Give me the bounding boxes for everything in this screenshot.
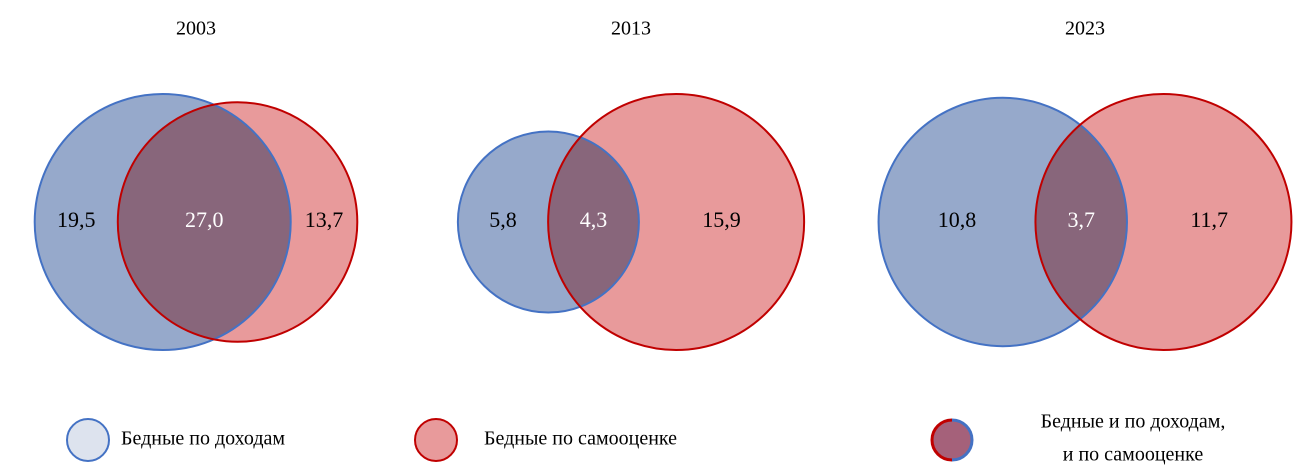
set-outline [1034,93,1293,351]
value-label: 3,7 [1067,207,1095,232]
legend-label: Бедные по самооценке [484,428,677,450]
value-label: 13,7 [305,207,344,232]
set-outline [33,93,292,351]
chart-title: 2023 [1065,18,1105,40]
legend-swatch [414,418,458,462]
value-label: 27,0 [185,207,224,232]
set-circle [117,102,358,342]
set-outline [456,130,640,314]
chart-title: 2003 [176,18,216,40]
value-label: 10,8 [938,207,977,232]
venn [34,94,358,350]
legend-swatch-edge [951,418,974,462]
value-label: 4,3 [580,207,608,232]
legend-label: Бедные по доходам [121,428,285,450]
set-outline [877,96,1128,348]
chart-title: 2013 [611,18,651,40]
venn [878,94,1292,350]
set-outline [116,101,359,343]
legend-label: и по самооценке [1063,444,1204,466]
set-circle [1035,94,1292,350]
value-label: 11,7 [1190,207,1228,232]
legend-swatch [932,420,972,460]
legend-label: Бедные и по доходам, [1041,411,1226,433]
value-label: 19,5 [57,207,96,232]
value-label: 15,9 [702,207,741,232]
legend-swatch-edge [930,418,953,462]
legend-swatch [66,418,110,462]
value-label: 5,8 [489,207,517,232]
set-outline [547,93,806,351]
